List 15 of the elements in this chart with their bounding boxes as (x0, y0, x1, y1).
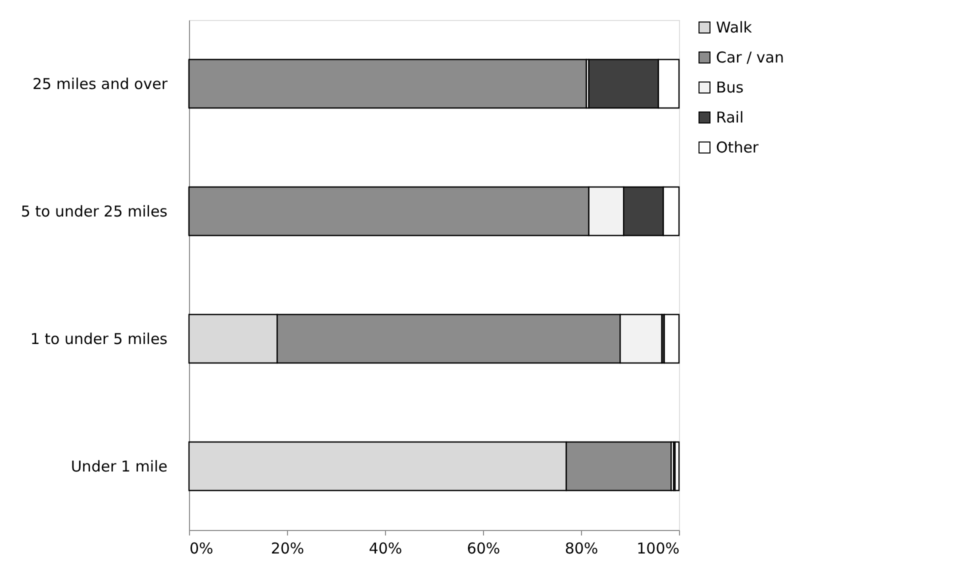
x-tick-label: 40% (368, 540, 402, 558)
legend-label: Walk (716, 18, 752, 36)
x-tick-label: 100% (636, 540, 680, 558)
y-tick-label: 25 miles and over (32, 74, 168, 93)
y-tick-label: Under 1 mile (70, 457, 168, 476)
x-tick-label: 80% (564, 540, 598, 558)
x-tick-label: 60% (466, 540, 500, 558)
legend-label: Bus (716, 78, 744, 96)
y-tick-label: 1 to under 5 miles (30, 330, 168, 348)
x-tick-label: 20% (270, 540, 304, 558)
x-tick-label: 0% (190, 540, 214, 558)
legend-label: Rail (716, 108, 744, 126)
y-tick-label: 5 to under 25 miles (20, 202, 168, 220)
legend-label: Other (716, 138, 760, 156)
legend-label: Car / van (716, 48, 784, 66)
